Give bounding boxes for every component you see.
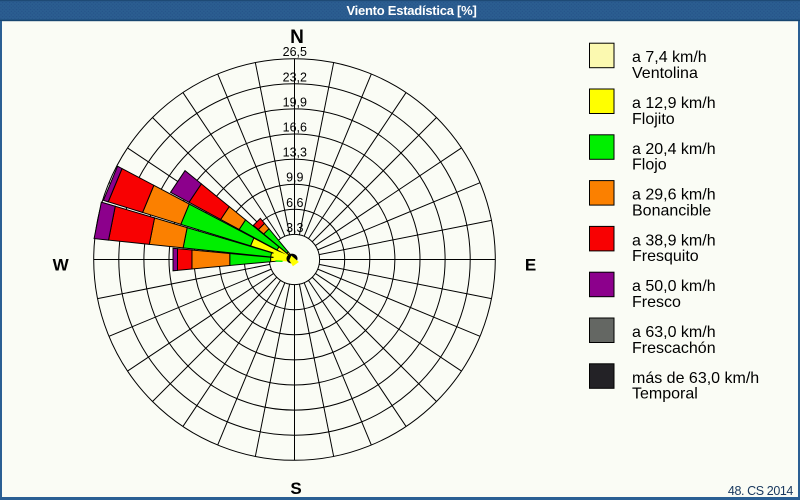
svg-text:48. CS 2014: 48. CS 2014 bbox=[728, 484, 794, 498]
svg-text:Temporal: Temporal bbox=[632, 386, 698, 403]
svg-text:23,2: 23,2 bbox=[283, 70, 307, 84]
svg-text:Frescachón: Frescachón bbox=[632, 340, 716, 357]
svg-text:Ventolina: Ventolina bbox=[632, 65, 698, 82]
svg-text:Fresco: Fresco bbox=[632, 294, 681, 311]
svg-text:Viento Estadística [%]: Viento Estadística [%] bbox=[346, 3, 476, 18]
svg-text:a 63,0 km/h: a 63,0 km/h bbox=[632, 324, 716, 341]
svg-text:Flojo: Flojo bbox=[632, 157, 667, 174]
svg-text:26,5: 26,5 bbox=[283, 45, 307, 59]
svg-text:a 50,0 km/h: a 50,0 km/h bbox=[632, 278, 716, 295]
svg-text:Fresquito: Fresquito bbox=[632, 248, 699, 265]
svg-text:a 38,9 km/h: a 38,9 km/h bbox=[632, 232, 716, 249]
svg-text:13,3: 13,3 bbox=[283, 146, 307, 160]
svg-text:6,6: 6,6 bbox=[286, 196, 303, 210]
svg-text:Bonancible: Bonancible bbox=[632, 202, 711, 219]
svg-text:más de 63,0 km/h: más de 63,0 km/h bbox=[632, 370, 759, 387]
svg-text:16,6: 16,6 bbox=[283, 121, 307, 135]
svg-text:a 12,9 km/h: a 12,9 km/h bbox=[632, 95, 716, 112]
svg-text:a 20,4 km/h: a 20,4 km/h bbox=[632, 141, 716, 158]
svg-text:19,9: 19,9 bbox=[283, 95, 307, 109]
svg-text:Flojito: Flojito bbox=[632, 111, 675, 128]
svg-text:9,9: 9,9 bbox=[286, 171, 303, 185]
svg-text:E: E bbox=[525, 256, 536, 275]
svg-text:a 7,4 km/h: a 7,4 km/h bbox=[632, 49, 707, 66]
svg-text:N: N bbox=[290, 27, 304, 48]
svg-text:W: W bbox=[53, 256, 70, 275]
svg-text:3,3: 3,3 bbox=[286, 221, 303, 235]
svg-text:S: S bbox=[290, 479, 301, 498]
svg-text:a 29,6 km/h: a 29,6 km/h bbox=[632, 187, 716, 204]
